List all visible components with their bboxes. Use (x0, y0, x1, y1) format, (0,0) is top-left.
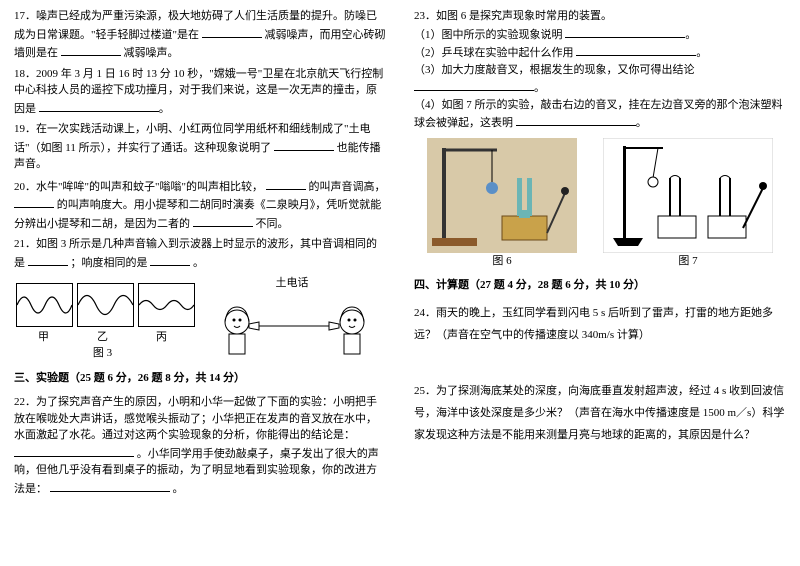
fig3-label: 图 3 (14, 345, 191, 362)
wave-label-2: 乙 (73, 329, 132, 346)
figure-11-telephone: 土电话 (207, 275, 377, 362)
blank (414, 78, 534, 91)
question-18: 18．2009 年 3 月 1 日 16 时 13 分 10 秒，"嫦娥一号"卫… (14, 66, 386, 118)
blank (565, 25, 685, 38)
blank (516, 113, 636, 126)
waveforms: 甲 乙 丙 图 3 (14, 281, 197, 362)
blank (28, 253, 68, 266)
q21c-text: 。 (193, 257, 204, 269)
question-24: 24．雨天的晚上，玉红同学看到闪电 5 s 后听到了雷声，打雷的地方距她多远？（… (414, 302, 786, 346)
q21b-text: ；响度相同的是 (71, 257, 148, 269)
q22-text: 22．为了探究声音产生的原因，小明和小华一起做了下面的实验：小明把手放在喉咙处大… (14, 396, 377, 441)
blank (39, 99, 159, 112)
figure-6: 图 6 (427, 138, 577, 270)
wave-label-3: 丙 (132, 329, 191, 346)
blank (193, 214, 253, 227)
wave-bing (138, 283, 195, 327)
q23-1-text: （1）图中所示的实验现象说明 (414, 29, 563, 41)
figures-6-7: 图 6 (414, 138, 786, 270)
blank (274, 138, 334, 151)
fig6-label: 图 6 (427, 253, 577, 270)
wave-yi (77, 283, 134, 327)
question-17: 17．噪声已经成为严重污染源，极大地妨碍了人们生活质量的提升。防噪已成为日常课题… (14, 8, 386, 62)
page: 17．噪声已经成为严重污染源，极大地妨碍了人们生活质量的提升。防噪已成为日常课题… (0, 0, 800, 566)
right-column: 23．如图 6 是探究声现象时常用的装置。 （1）图中所示的实验现象说明 。 （… (400, 0, 800, 566)
blank (202, 25, 262, 38)
tuning-fork-ball-icon (427, 138, 577, 253)
blank (14, 195, 54, 208)
blank (50, 479, 170, 492)
q23-3-text: （3）加大力度敲音叉，根据发生的现象，又你可得出结论 (414, 64, 695, 76)
fig7-label: 图 7 (603, 253, 773, 270)
two-tuning-forks-icon (603, 138, 773, 253)
blank (61, 43, 121, 56)
question-19: 19．在一次实践活动课上，小明、小红两位同学用纸杯和细线制成了"土电话"（如图 … (14, 121, 386, 173)
telephone-icon (207, 292, 377, 362)
blank (14, 444, 134, 457)
left-column: 17．噪声已经成为严重污染源，极大地妨碍了人们生活质量的提升。防噪已成为日常课题… (0, 0, 400, 566)
question-25: 25．为了探测海底某处的深度，向海底垂直发射超声波，经过 4 s 收到回波信号，… (414, 380, 786, 446)
question-20: 20．水牛"哞哞"的叫声和蚊子"嗡嗡"的叫声相比较， 的叫声音调高， 的叫声响度… (14, 177, 386, 233)
blank (150, 253, 190, 266)
wave-jia (16, 283, 73, 327)
figure-7: 图 7 (603, 138, 773, 270)
q20b-text: 的叫声音调高， (308, 181, 385, 193)
figure-3-row: 甲 乙 丙 图 3 土电话 (14, 275, 386, 362)
q23-2-text: （2）乒乓球在实验中起什么作用 (414, 47, 574, 59)
wave-label-1: 甲 (14, 329, 73, 346)
q20-text: 20．水牛"哞哞"的叫声和蚊子"嗡嗡"的叫声相比较， (14, 181, 263, 193)
blank (576, 43, 696, 56)
section-3-title: 三、实验题（25 题 6 分，26 题 8 分，共 14 分） (14, 370, 386, 387)
question-22: 22．为了探究声音产生的原因，小明和小华一起做了下面的实验：小明把手放在喉咙处大… (14, 394, 386, 497)
fig11-label: 土电话 (207, 275, 377, 292)
blank (266, 177, 306, 190)
section-4-title: 四、计算题（27 题 4 分，28 题 6 分，共 10 分） (414, 277, 786, 294)
q20d-text: 不同。 (256, 218, 289, 230)
q23-text: 23．如图 6 是探究声现象时常用的装置。 (414, 8, 786, 25)
spacer (414, 350, 786, 380)
question-21: 21．如图 3 所示是几种声音输入到示波器上时显示的波形，其中音调相同的是 ；响… (14, 236, 386, 271)
q22c-text: 。 (173, 483, 184, 495)
question-23: 23．如图 6 是探究声现象时常用的装置。 （1）图中所示的实验现象说明 。 （… (414, 8, 786, 132)
q17c-text: 减弱噪声。 (124, 47, 179, 59)
